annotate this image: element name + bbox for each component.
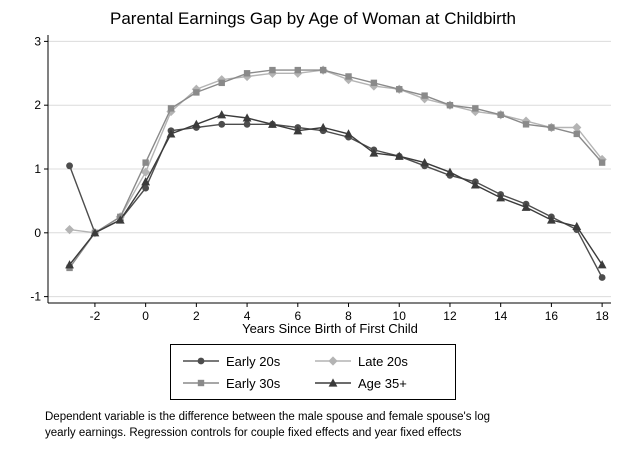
chart-title: Parental Earnings Gap by Age of Woman at… [109,9,517,28]
age-35-marker-icon [315,378,351,387]
svg-text:2: 2 [193,309,200,323]
svg-text:10: 10 [393,309,407,323]
legend-item-early-20s: Early 20s [181,352,313,370]
footnote-line-1: Dependent variable is the difference bet… [45,411,491,423]
svg-text:-1: -1 [30,290,41,304]
footnote-line-2: yearly earnings. Regression controls for… [45,426,462,439]
svg-text:14: 14 [494,309,508,323]
svg-text:2: 2 [34,98,41,112]
early-30s-marker-icon [183,379,219,387]
svg-text:-2: -2 [90,309,101,323]
legend-label-early-20s: Early 20s [226,353,281,369]
svg-text:18: 18 [595,309,609,323]
legend-item-early-30s: Early 30s [181,374,313,392]
footnote: Dependent variable is the difference bet… [45,410,626,441]
late-20s-marker-icon [315,356,351,366]
legend-label-early-30s: Early 30s [226,375,281,391]
legend-item-late-20s: Late 20s [313,352,445,370]
svg-text:4: 4 [244,309,251,323]
legend-container: Early 20s Late 20s Early 30s Age 35+ [0,344,626,400]
legend-item-age-35: Age 35+ [313,374,445,392]
early-20s-marker-icon [183,357,219,365]
svg-text:12: 12 [443,309,457,323]
legend-label-age-35: Age 35+ [358,375,407,391]
svg-text:6: 6 [294,309,301,323]
legend-label-late-20s: Late 20s [358,353,408,369]
x-axis-label: Years Since Birth of First Child [242,321,418,336]
svg-text:1: 1 [34,162,41,176]
svg-text:0: 0 [34,226,41,240]
svg-text:3: 3 [34,34,41,48]
svg-text:0: 0 [142,309,149,323]
svg-text:8: 8 [345,309,352,323]
legend: Early 20s Late 20s Early 30s Age 35+ [170,344,456,400]
svg-text:16: 16 [545,309,559,323]
